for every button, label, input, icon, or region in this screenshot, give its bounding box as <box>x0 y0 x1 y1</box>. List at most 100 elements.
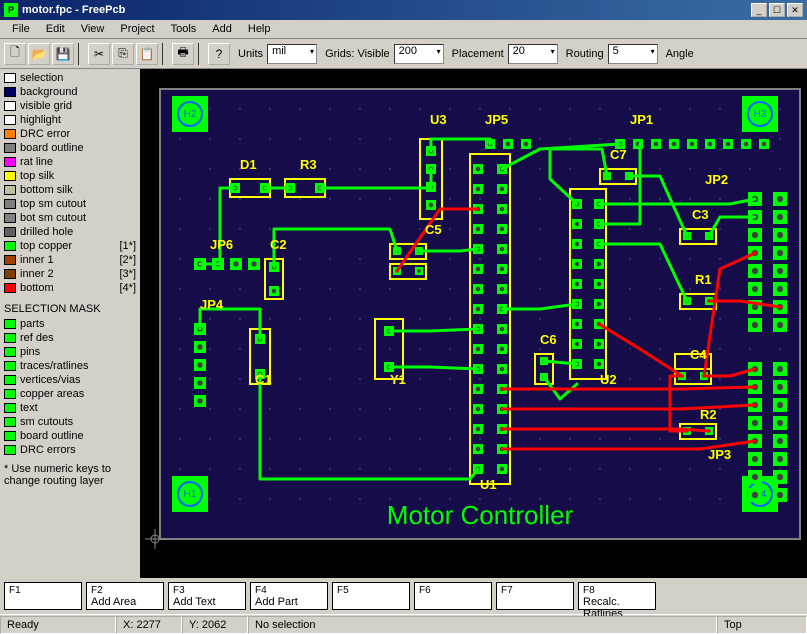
layer-row[interactable]: rat line <box>4 155 136 169</box>
mask-row[interactable]: vertices/vias <box>4 373 136 387</box>
layer-swatch <box>4 283 16 293</box>
svg-text:R2: R2 <box>700 407 717 422</box>
grids-select[interactable]: 200 <box>394 44 444 64</box>
mask-row[interactable]: board outline <box>4 429 136 443</box>
menu-file[interactable]: File <box>4 21 38 37</box>
fkey-f1[interactable]: F1 <box>4 582 82 610</box>
svg-text:U3: U3 <box>430 112 447 127</box>
fkey-f2[interactable]: F2Add Area <box>86 582 164 610</box>
copy-button[interactable]: ⎘ <box>112 43 134 65</box>
svg-text:JP5: JP5 <box>485 112 508 127</box>
mask-row[interactable]: sm cutouts <box>4 415 136 429</box>
units-select[interactable]: mil <box>267 44 317 64</box>
mask-row[interactable]: traces/ratlines <box>4 359 136 373</box>
function-key-bar: F1F2Add AreaF3Add TextF4Add PartF5F6F7F8… <box>0 578 807 614</box>
layer-number: [2*] <box>119 254 136 266</box>
mask-label: ref des <box>20 332 136 344</box>
layer-row[interactable]: selection <box>4 71 136 85</box>
layer-panel: selectionbackgroundvisible gridhighlight… <box>0 69 140 578</box>
menu-view[interactable]: View <box>73 21 113 37</box>
svg-text:Motor Controller: Motor Controller <box>387 500 574 530</box>
svg-text:D1: D1 <box>240 157 257 172</box>
mask-row[interactable]: parts <box>4 317 136 331</box>
fkey-f3[interactable]: F3Add Text <box>168 582 246 610</box>
layer-row[interactable]: highlight <box>4 113 136 127</box>
layer-row[interactable]: drilled hole <box>4 225 136 239</box>
layer-swatch <box>4 73 16 83</box>
menu-edit[interactable]: Edit <box>38 21 73 37</box>
svg-text:C6: C6 <box>540 332 557 347</box>
cut-button[interactable]: ✂ <box>88 43 110 65</box>
fkey-f6[interactable]: F6 <box>414 582 492 610</box>
routing-select[interactable]: 5 <box>608 44 658 64</box>
mask-row[interactable]: text <box>4 401 136 415</box>
layer-row[interactable]: board outline <box>4 141 136 155</box>
pcb-canvas[interactable]: H2H3H1H4Motor ControllerD1R3U3JP5JP1C7JP… <box>140 69 807 578</box>
maximize-button[interactable]: ☐ <box>769 3 785 17</box>
app-icon: P <box>4 3 18 17</box>
layer-row[interactable]: top sm cutout <box>4 197 136 211</box>
svg-text:JP6: JP6 <box>210 237 233 252</box>
layer-row[interactable]: bottom silk <box>4 183 136 197</box>
print-button[interactable]: 🖶 <box>172 43 194 65</box>
fkey-f4[interactable]: F4Add Part <box>250 582 328 610</box>
mask-label: copper areas <box>20 388 136 400</box>
layer-row[interactable]: background <box>4 85 136 99</box>
svg-text:Y1: Y1 <box>390 372 406 387</box>
layer-swatch <box>4 171 16 181</box>
units-label: Units <box>232 48 265 60</box>
fkey-f7[interactable]: F7 <box>496 582 574 610</box>
svg-text:U2: U2 <box>600 372 617 387</box>
menu-tools[interactable]: Tools <box>163 21 205 37</box>
layer-number: [4*] <box>119 282 136 294</box>
layer-label: drilled hole <box>20 226 136 238</box>
mask-label: sm cutouts <box>20 416 136 428</box>
status-bar: Ready X: 2277 Y: 2062 No selection Top <box>0 614 807 634</box>
menu-add[interactable]: Add <box>204 21 240 37</box>
minimize-button[interactable]: _ <box>751 3 767 17</box>
layer-label: inner 2 <box>20 268 115 280</box>
save-button[interactable]: 💾 <box>52 43 74 65</box>
mask-row[interactable]: pins <box>4 345 136 359</box>
title-bar: P motor.fpc - FreePcb _ ☐ ✕ <box>0 0 807 20</box>
mask-swatch <box>4 431 16 441</box>
mask-row[interactable]: DRC errors <box>4 443 136 457</box>
layer-row[interactable]: DRC error <box>4 127 136 141</box>
layer-swatch <box>4 143 16 153</box>
fkey-f5[interactable]: F5 <box>332 582 410 610</box>
mask-swatch <box>4 389 16 399</box>
layer-label: top sm cutout <box>20 198 136 210</box>
menu-bar: FileEditViewProjectToolsAddHelp <box>0 20 807 39</box>
mask-row[interactable]: copper areas <box>4 387 136 401</box>
layer-row[interactable]: top silk <box>4 169 136 183</box>
help-button[interactable]: ? <box>208 43 230 65</box>
close-button[interactable]: ✕ <box>787 3 803 17</box>
layer-label: bottom <box>20 282 115 294</box>
menu-project[interactable]: Project <box>112 21 162 37</box>
paste-button[interactable]: 📋 <box>136 43 158 65</box>
layer-row[interactable]: top copper[1*] <box>4 239 136 253</box>
layer-swatch <box>4 199 16 209</box>
layer-row[interactable]: inner 2[3*] <box>4 267 136 281</box>
new-button[interactable]: 🗋 <box>4 43 26 65</box>
grids-label: Grids: Visible <box>319 48 392 60</box>
layer-swatch <box>4 255 16 265</box>
mask-row[interactable]: ref des <box>4 331 136 345</box>
layer-label: board outline <box>20 142 136 154</box>
layer-row[interactable]: bot sm cutout <box>4 211 136 225</box>
fkey-f8[interactable]: F8Recalc. Ratlines <box>578 582 656 610</box>
open-button[interactable]: 📂 <box>28 43 50 65</box>
layer-row[interactable]: inner 1 [2*] <box>4 253 136 267</box>
menu-help[interactable]: Help <box>240 21 279 37</box>
hint-text: * Use numeric keys to change routing lay… <box>4 463 136 487</box>
layer-swatch <box>4 87 16 97</box>
placement-select[interactable]: 20 <box>508 44 558 64</box>
svg-text:C2: C2 <box>270 237 287 252</box>
svg-text:JP4: JP4 <box>200 297 224 312</box>
mask-label: text <box>20 402 136 414</box>
layer-label: inner 1 <box>20 254 115 266</box>
layer-row[interactable]: visible grid <box>4 99 136 113</box>
svg-text:R1: R1 <box>695 272 712 287</box>
svg-text:H3: H3 <box>754 109 767 120</box>
layer-row[interactable]: bottom [4*] <box>4 281 136 295</box>
